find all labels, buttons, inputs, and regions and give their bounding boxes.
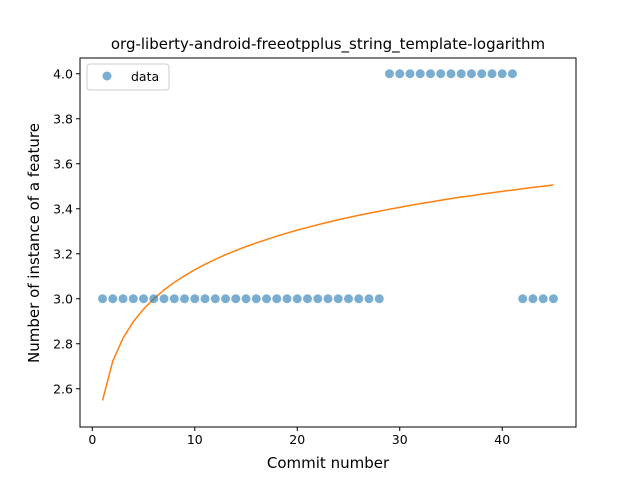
axes: 0 10 20 30 40 2.6 2.8 3.0 3.2 3.4 3.6 3.8 4.0 bbox=[53, 57, 577, 447]
data-point bbox=[477, 69, 487, 79]
data-point bbox=[364, 294, 374, 304]
y-tick-label: 3.0 bbox=[53, 291, 73, 306]
legend-marker-data bbox=[102, 71, 112, 81]
x-tick-label: 10 bbox=[187, 432, 203, 447]
data-point bbox=[528, 294, 538, 304]
data-point bbox=[436, 69, 446, 79]
legend-label-data: data bbox=[131, 69, 159, 84]
data-point bbox=[395, 69, 405, 79]
legend-frame bbox=[86, 63, 170, 91]
x-tick-label: 30 bbox=[392, 432, 408, 447]
data-point bbox=[241, 294, 251, 304]
legend: data bbox=[86, 63, 170, 91]
data-point bbox=[190, 294, 200, 304]
data-point bbox=[118, 294, 128, 304]
data-point bbox=[221, 294, 231, 304]
x-tick-label: 0 bbox=[88, 432, 96, 447]
data-point bbox=[466, 69, 476, 79]
data-point bbox=[425, 69, 435, 79]
data-point bbox=[456, 69, 466, 79]
data-point bbox=[159, 294, 169, 304]
data-point bbox=[548, 294, 558, 304]
data-point bbox=[251, 294, 261, 304]
data-point bbox=[344, 294, 353, 304]
data-point bbox=[446, 69, 456, 79]
data-point bbox=[169, 294, 179, 304]
data-point bbox=[354, 294, 364, 304]
data-point bbox=[405, 69, 415, 79]
data-point bbox=[333, 294, 343, 304]
data-point bbox=[415, 69, 425, 79]
data-point bbox=[323, 294, 333, 304]
data-point bbox=[518, 294, 528, 304]
y-tick-label: 2.6 bbox=[53, 381, 73, 396]
y-axis-title: Number of instance of a feature bbox=[25, 123, 43, 363]
data-point bbox=[200, 294, 210, 304]
data-point bbox=[231, 294, 241, 304]
y-tick-label: 4.0 bbox=[53, 66, 73, 81]
data-point bbox=[497, 69, 507, 79]
y-tick-label: 3.4 bbox=[53, 201, 73, 216]
data-point bbox=[507, 69, 517, 79]
chart-title: org-liberty-android-freeotpplus_string_t… bbox=[111, 35, 545, 54]
axes-frame bbox=[79, 57, 577, 428]
y-tick-label: 3.6 bbox=[53, 156, 73, 171]
data-point bbox=[149, 294, 159, 304]
x-tick-label: 20 bbox=[289, 432, 305, 447]
y-tick-label: 3.2 bbox=[53, 246, 73, 261]
data-point bbox=[262, 294, 272, 304]
data-point bbox=[108, 294, 118, 304]
data-point bbox=[538, 294, 548, 304]
y-tick-label: 3.8 bbox=[53, 111, 73, 126]
trend-line bbox=[101, 184, 554, 401]
x-tick-label: 40 bbox=[494, 432, 510, 447]
data-point bbox=[98, 294, 108, 304]
data-point bbox=[180, 294, 190, 304]
data-point bbox=[313, 294, 323, 304]
data-point bbox=[128, 294, 138, 304]
data-point bbox=[139, 294, 149, 304]
data-point bbox=[487, 69, 497, 79]
data-point bbox=[292, 294, 302, 304]
plot-area bbox=[98, 69, 558, 401]
data-point bbox=[272, 294, 282, 304]
data-point bbox=[303, 294, 312, 304]
data-point bbox=[384, 69, 394, 79]
y-tick-label: 2.8 bbox=[53, 336, 73, 351]
data-point bbox=[282, 294, 292, 304]
data-point bbox=[210, 294, 220, 304]
data-point bbox=[374, 294, 384, 304]
x-axis-title: Commit number bbox=[267, 454, 390, 472]
